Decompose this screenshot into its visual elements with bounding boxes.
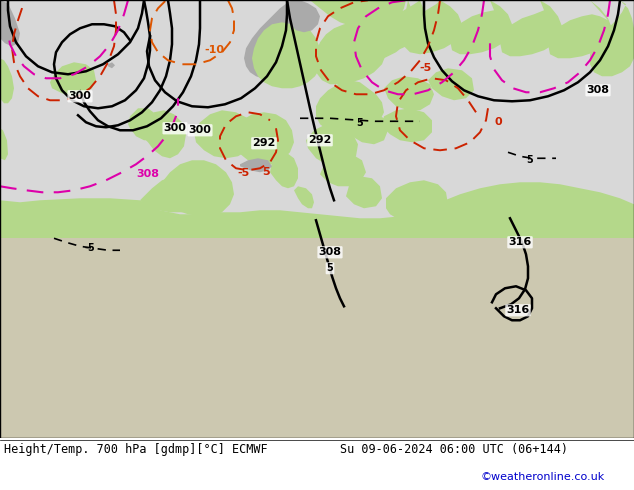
Text: 308: 308 <box>586 85 609 95</box>
Polygon shape <box>386 0 426 50</box>
Polygon shape <box>230 112 294 164</box>
Polygon shape <box>310 0 406 28</box>
Text: 292: 292 <box>252 138 276 148</box>
Text: 300: 300 <box>188 125 211 135</box>
Polygon shape <box>386 180 448 222</box>
Polygon shape <box>140 176 204 212</box>
Text: -5: -5 <box>84 243 95 253</box>
Polygon shape <box>48 212 58 218</box>
Polygon shape <box>158 160 234 216</box>
Polygon shape <box>590 0 634 76</box>
Polygon shape <box>450 0 512 54</box>
Text: 292: 292 <box>308 135 332 145</box>
Polygon shape <box>108 62 115 68</box>
Polygon shape <box>0 238 634 438</box>
Polygon shape <box>404 0 462 54</box>
Polygon shape <box>244 0 311 78</box>
Polygon shape <box>320 154 366 186</box>
Polygon shape <box>0 0 634 438</box>
Polygon shape <box>128 108 160 140</box>
Polygon shape <box>252 22 322 88</box>
Text: 308: 308 <box>136 169 160 179</box>
Polygon shape <box>0 182 634 238</box>
Polygon shape <box>350 182 376 206</box>
Text: 316: 316 <box>507 305 529 315</box>
Text: -10: -10 <box>204 45 224 55</box>
Polygon shape <box>288 0 320 32</box>
Text: Height/Temp. 700 hPa [gdmp][°C] ECMWF: Height/Temp. 700 hPa [gdmp][°C] ECMWF <box>4 443 268 456</box>
Text: 5: 5 <box>327 263 333 273</box>
Polygon shape <box>428 68 474 100</box>
Polygon shape <box>500 0 562 56</box>
Polygon shape <box>270 152 298 188</box>
Polygon shape <box>0 128 8 160</box>
Polygon shape <box>382 108 432 142</box>
Text: 5: 5 <box>262 167 270 177</box>
Polygon shape <box>0 238 634 438</box>
Polygon shape <box>124 258 130 263</box>
Polygon shape <box>60 220 66 224</box>
Polygon shape <box>240 158 272 172</box>
Text: Su 09-06-2024 06:00 UTC (06+144): Su 09-06-2024 06:00 UTC (06+144) <box>340 443 568 456</box>
Text: -5: -5 <box>420 63 432 74</box>
Polygon shape <box>144 110 186 158</box>
Text: 0: 0 <box>494 117 502 127</box>
Polygon shape <box>346 176 382 208</box>
Polygon shape <box>110 252 120 260</box>
Polygon shape <box>314 22 386 84</box>
Text: 5: 5 <box>527 155 533 165</box>
Polygon shape <box>340 0 414 64</box>
Text: 300: 300 <box>164 123 186 133</box>
Polygon shape <box>0 0 20 46</box>
Polygon shape <box>338 110 388 144</box>
Text: 308: 308 <box>318 247 342 257</box>
Polygon shape <box>294 186 314 208</box>
Polygon shape <box>306 124 358 166</box>
Text: 5: 5 <box>356 118 363 128</box>
Polygon shape <box>194 110 254 158</box>
Text: 300: 300 <box>68 91 91 101</box>
Text: 316: 316 <box>508 237 532 247</box>
Polygon shape <box>384 76 434 110</box>
Polygon shape <box>548 0 612 58</box>
Polygon shape <box>0 58 14 103</box>
Polygon shape <box>316 80 384 132</box>
Text: ©weatheronline.co.uk: ©weatheronline.co.uk <box>480 472 604 482</box>
Polygon shape <box>50 62 96 96</box>
Text: -5: -5 <box>238 168 250 178</box>
